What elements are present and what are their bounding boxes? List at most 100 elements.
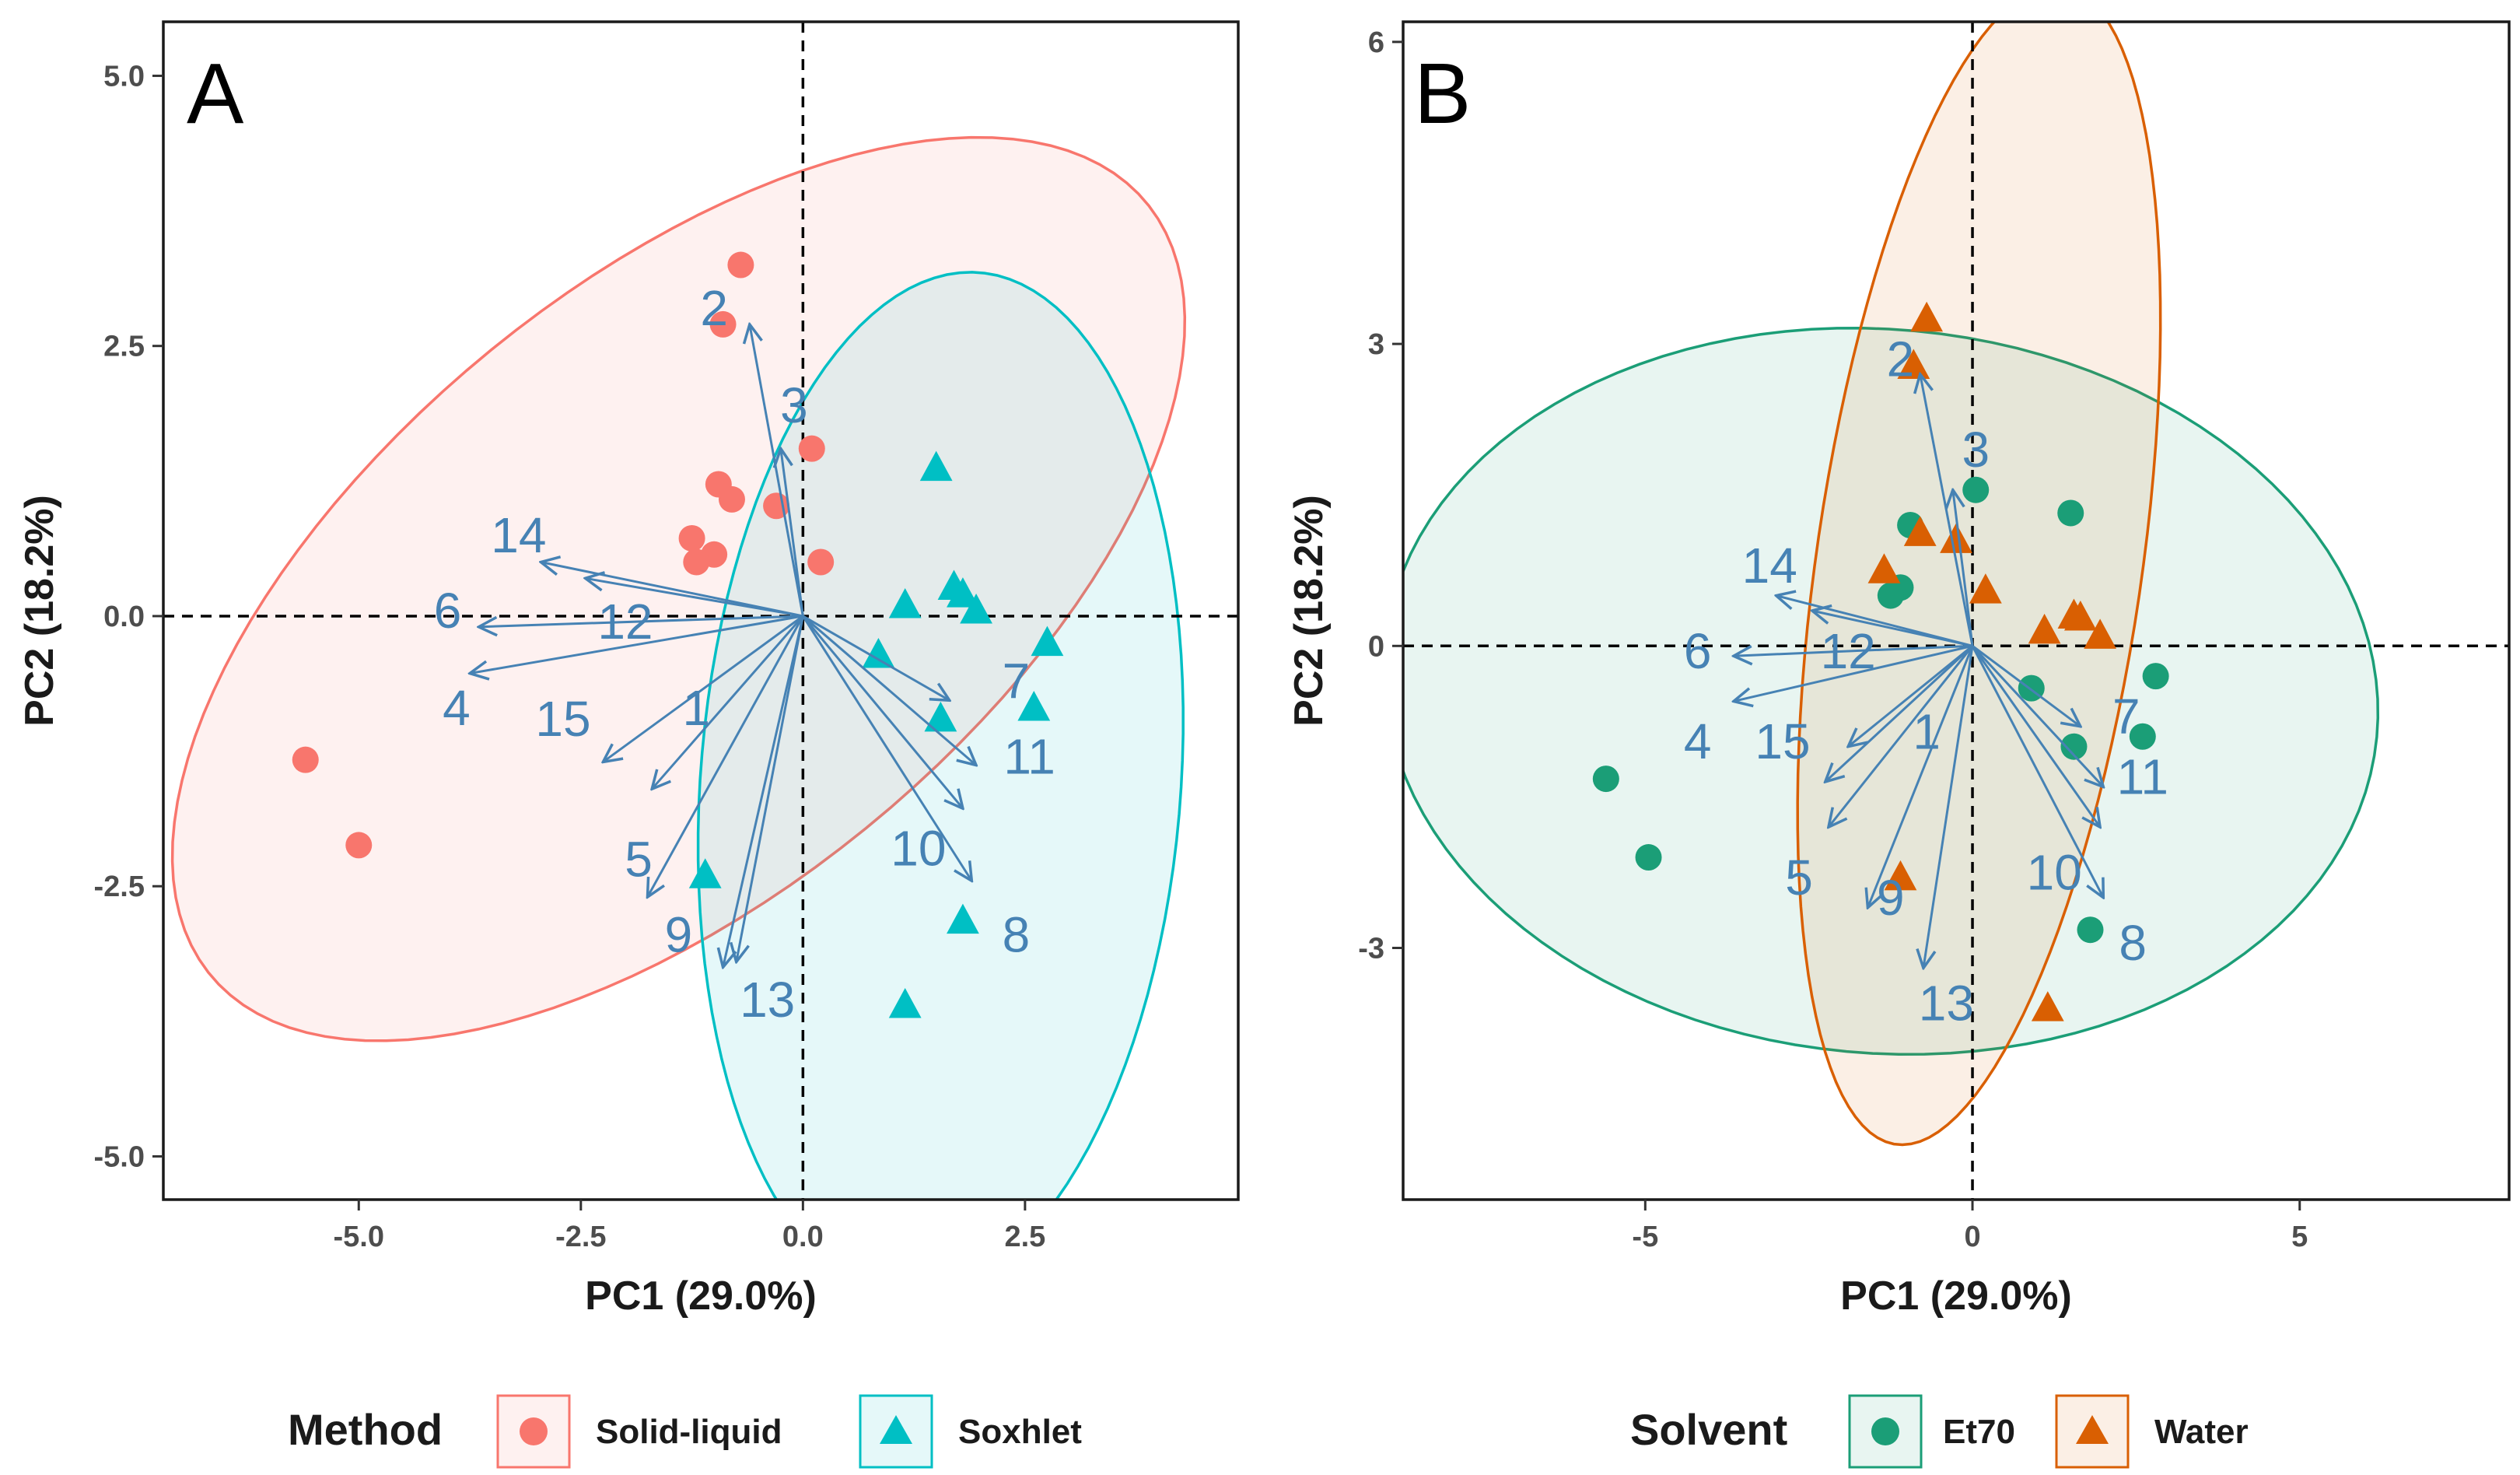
panel-b-point-water	[1884, 860, 1917, 891]
panel-a-point-soxhlet	[1031, 625, 1064, 657]
panel-b-loading-arrow-10	[1971, 645, 2100, 827]
panel-a-y-tick-label: -5.0	[94, 1140, 145, 1173]
panel-a-x-tick-label: 0.0	[782, 1221, 824, 1253]
panel-b-y-axis-title: PC2 (18.2%)	[1286, 495, 1332, 727]
panel-a-point-solid-liquid	[683, 548, 710, 576]
panel-a-point-soxhlet	[924, 701, 957, 732]
panel-a-point-soxhlet	[947, 903, 979, 934]
legend-key-soxhlet-triangle	[880, 1415, 912, 1444]
panel-b-loading-arrow-7	[1972, 645, 2081, 727]
legend-label-soxhlet: Soxhlet	[958, 1413, 1082, 1451]
panel-b-point-et70	[2060, 733, 2088, 760]
panel-a-loading-arrow-14	[541, 562, 803, 618]
panel-a-loading-arrow-11	[802, 615, 976, 766]
panel-b-x-tick-label: 0	[1964, 1221, 1980, 1253]
panel-b-reference-lines	[1403, 22, 2509, 1200]
panel-a-loading-arrow-6	[478, 615, 803, 627]
panel-a-loading-label-6: 6	[434, 583, 462, 639]
panel-b-loading-arrow-11	[1971, 645, 2103, 787]
panel-a-loading-arrow-4	[470, 615, 803, 674]
panel-b-loading-arrow-1	[1848, 645, 1973, 746]
panel-b-loading-arrow-13	[1923, 646, 1974, 968]
panel-a-loading-arrow-8	[802, 615, 971, 881]
panel-b-y-tick-label: 0	[1368, 630, 1384, 663]
panel-a-y-tick-label: 0.0	[103, 601, 145, 633]
panel-a-loading-label-14: 14	[491, 507, 546, 563]
panel-b-x-axis-title: PC1 (29.0%)	[1840, 1274, 2072, 1319]
panel-b-y-tick-label: 3	[1368, 328, 1384, 361]
panel-b-loading-label-3: 3	[1962, 422, 1990, 478]
panel-a-point-soxhlet	[947, 577, 979, 608]
panel-b-plot-border	[1402, 20, 2511, 1201]
panel-a-y-tick-label: 2.5	[103, 331, 145, 363]
panel-a-y-axis-title: PC2 (18.2%)	[17, 495, 62, 727]
panel-b-loading-label-9: 9	[1877, 870, 1905, 926]
panel-b-loading-label-10: 10	[2027, 844, 2082, 900]
panel-b-point-et70	[2077, 916, 2104, 944]
panel-b-axis-ticks: -5 0 5 -3 0 3 6	[1358, 26, 2308, 1253]
panel-b-point-water	[2031, 991, 2064, 1021]
panel-a-loading-label-3: 3	[780, 377, 808, 433]
panel-b-loading-label-7: 7	[2112, 688, 2140, 745]
panel-a-point-solid-liquid	[727, 251, 754, 279]
panel-b-loading-arrow-4	[1734, 644, 1973, 701]
panel-b-y-tick-label: -3	[1358, 932, 1384, 965]
panel-b-loading-label-11: 11	[2117, 749, 2168, 805]
panel-b-point-et70	[2142, 663, 2169, 690]
panel-a-loading-arrow-10	[802, 615, 963, 808]
panel-a-point-solid-liquid	[798, 435, 825, 462]
panel-a-point-soxhlet	[862, 637, 895, 668]
panel-b-ellipse-water	[1796, 22, 2162, 1147]
panel-b-loading-arrow-2	[1920, 374, 1974, 646]
panel-a-loading-label-13: 13	[740, 972, 795, 1028]
panel-b-point-water	[1969, 573, 2002, 604]
panel-b-x-tick-label: -5	[1632, 1221, 1658, 1253]
panel-a-point-solid-liquid	[718, 485, 745, 513]
panel-a-point-solid-liquid	[807, 548, 835, 576]
panel-a-point-solid-liquid	[678, 524, 705, 552]
panel-a-y-tick-label: 5.0	[103, 60, 145, 93]
panel-b-point-et70	[2129, 723, 2156, 750]
panel-b-letter: B	[1414, 46, 1471, 142]
panel-a-loading-arrow-1	[652, 615, 804, 789]
panel-b-point-water	[1903, 516, 1937, 546]
panel-a-x-tick-label: 2.5	[1004, 1221, 1045, 1253]
panel-a-loading-label-9: 9	[665, 907, 693, 963]
legend-method: Method Solid-liquid Soxhlet	[288, 1394, 1082, 1469]
panel-b-confidence-ellipses	[1403, 22, 2380, 1147]
panel-a-loading-label-11: 11	[1003, 729, 1055, 785]
panel-b-loading-arrow-8	[1971, 645, 2103, 898]
panel-b-loading-label-14: 14	[1742, 538, 1797, 594]
panel-b-point-et70	[1962, 476, 1990, 503]
panel-a-x-axis-title: PC1 (29.0%)	[585, 1274, 817, 1319]
panel-a-loading-label-4: 4	[443, 680, 471, 736]
panel-b-y-tick-label: 6	[1368, 26, 1384, 59]
panel-a-loading-label-7: 7	[1003, 653, 1031, 709]
panel-a-loading-arrow-9	[723, 615, 804, 967]
panel-a-point-soxhlet	[888, 987, 922, 1018]
panel-b-loading-label-2: 2	[1887, 331, 1915, 387]
panel-a-point-soxhlet	[919, 450, 953, 482]
panel-b-point-et70	[1635, 844, 1662, 871]
panel-a-plot-border	[162, 20, 1240, 1201]
panel-b-point-water	[2057, 598, 2091, 629]
panel-b-loading-arrow-6	[1734, 644, 1973, 656]
panel-a-point-solid-liquid	[709, 310, 737, 338]
panel-a-loading-arrow-13	[737, 615, 804, 962]
panel-a-point-solid-liquid	[292, 746, 319, 773]
panel-a-loading-label-12: 12	[597, 594, 653, 650]
panel-b-scatter-points	[1592, 301, 2169, 1021]
panel-b-loading-arrow-15	[1825, 645, 1974, 782]
legend-solvent-title: Solvent	[1630, 1405, 1787, 1454]
panel-b-loading-label-5: 5	[1785, 850, 1813, 906]
panel-a-y-tick-label: -2.5	[94, 871, 145, 903]
panel-b-point-water	[2028, 613, 2061, 644]
legend-solvent: Solvent Et70 Water	[1630, 1394, 2249, 1469]
panel-b-point-et70	[1592, 766, 1619, 793]
panel-a-loading-label-5: 5	[625, 831, 653, 887]
panel-b-loading-label-6: 6	[1684, 623, 1712, 679]
panel-a-loading-arrow-3	[781, 449, 804, 617]
panel-b-point-et70	[1877, 582, 1904, 609]
